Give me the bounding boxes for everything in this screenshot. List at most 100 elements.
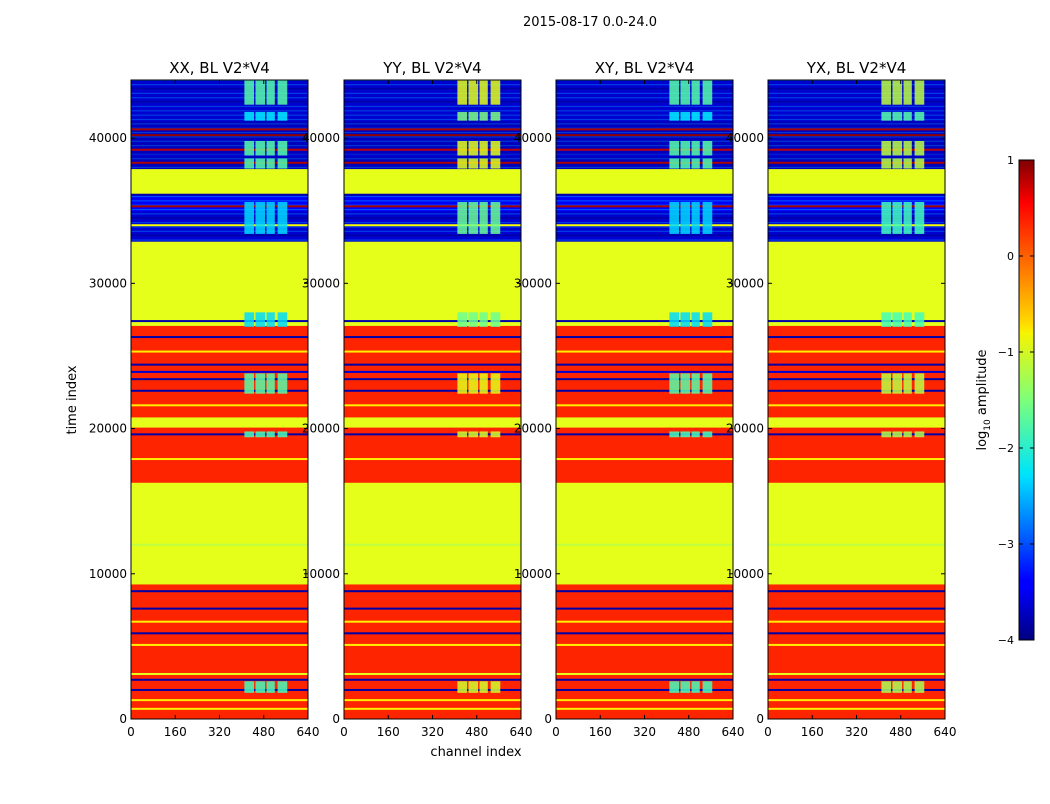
heatmap-line xyxy=(556,363,733,366)
heatmap-line xyxy=(344,224,521,227)
heatmap-speckle xyxy=(344,222,521,224)
heatmap-speckle xyxy=(556,92,733,94)
heatmap-line xyxy=(556,378,733,381)
x-axis-label: channel index xyxy=(430,745,521,760)
x-tick-label: 640 xyxy=(297,725,320,739)
heatmap-patch xyxy=(277,373,288,394)
heatmap-line xyxy=(556,632,733,635)
heatmap-line xyxy=(768,216,945,219)
heatmap-line xyxy=(344,699,521,702)
heatmap-patch xyxy=(468,373,479,394)
heatmap-line xyxy=(131,161,308,164)
heatmap-patch xyxy=(881,80,892,105)
heatmap-band xyxy=(768,583,945,719)
colorbar-tick-label: −2 xyxy=(998,442,1014,455)
heatmap-line xyxy=(768,370,945,373)
colorbar-label-log: log xyxy=(975,431,990,451)
heatmap-speckle xyxy=(131,158,308,160)
heatmap-patch xyxy=(881,681,892,693)
heatmap-line xyxy=(768,112,945,115)
heatmap-line xyxy=(556,134,733,137)
x-tick-label: 320 xyxy=(421,725,444,739)
heatmap-speckle xyxy=(556,97,733,99)
y-tick-label: 40000 xyxy=(89,131,127,145)
panels: XX, BL V2*V4 0 160 320 480 640 0 10000 20000 3000… xyxy=(89,59,957,739)
heatmap-line xyxy=(768,458,945,461)
heatmap-speckle xyxy=(768,195,945,198)
heatmap-line xyxy=(768,205,945,208)
heatmap-patch xyxy=(914,201,925,234)
heatmap-patch xyxy=(468,158,479,169)
heatmap-speckle xyxy=(556,166,733,169)
heatmap-line xyxy=(131,458,308,461)
heatmap-patch xyxy=(277,80,288,105)
heatmap-line xyxy=(556,607,733,610)
heatmap-speckle xyxy=(131,105,308,108)
heatmap-line xyxy=(768,224,945,227)
heatmap-line xyxy=(344,607,521,610)
heatmap-speckle xyxy=(768,131,945,134)
heatmap-speckle xyxy=(556,136,733,138)
heatmap-patch xyxy=(479,681,488,693)
heatmap-speckle xyxy=(768,110,945,112)
x-tick-label: 320 xyxy=(845,725,868,739)
y-tick-label: 30000 xyxy=(302,276,340,290)
heatmap-band xyxy=(344,168,521,196)
heatmap-line xyxy=(344,620,521,623)
heatmap-speckle xyxy=(344,153,521,155)
heatmap-line xyxy=(344,205,521,208)
heatmap-line xyxy=(131,205,308,208)
heatmap-patch xyxy=(914,373,925,394)
heatmap-patch xyxy=(255,158,266,169)
y-tick-label: 10000 xyxy=(514,567,552,581)
heatmap-line xyxy=(556,100,733,103)
heatmap-line xyxy=(344,112,521,115)
heatmap-line xyxy=(556,404,733,407)
heatmap-2 xyxy=(556,80,733,719)
y-tick-label: 0 xyxy=(756,712,764,726)
heatmap-speckle xyxy=(556,127,733,129)
heatmap-patch xyxy=(255,201,266,234)
heatmap-patch xyxy=(244,140,255,156)
colorbar-label-rest: amplitude xyxy=(975,349,990,419)
heatmap-speckle xyxy=(556,226,733,228)
heatmap-band xyxy=(768,416,945,428)
heatmap-line xyxy=(768,620,945,623)
heatmap-patch xyxy=(277,158,288,169)
x-tick-label: 0 xyxy=(127,725,135,739)
heatmap-speckle xyxy=(768,84,945,86)
heatmap-speckle xyxy=(131,195,308,198)
heatmap-speckle xyxy=(344,136,521,138)
heatmap-line xyxy=(131,100,308,103)
heatmap-line xyxy=(556,370,733,373)
heatmap-line xyxy=(344,234,521,237)
heatmap-line xyxy=(131,543,308,546)
heatmap-speckle xyxy=(344,114,521,116)
heatmap-speckle xyxy=(768,118,945,121)
heatmap-line xyxy=(556,234,733,237)
heatmap-patch xyxy=(903,373,912,394)
y-tick-label: 10000 xyxy=(89,567,127,581)
heatmap-band xyxy=(131,416,308,428)
heatmap-line xyxy=(768,148,945,151)
heatmap-line xyxy=(344,678,521,681)
heatmap-speckle xyxy=(556,230,733,232)
heatmap-speckle xyxy=(768,123,945,125)
heatmap-band xyxy=(131,168,308,196)
heatmap-line xyxy=(768,699,945,702)
y-tick-label: 0 xyxy=(332,712,340,726)
heatmap-line xyxy=(344,148,521,151)
heatmap-patch xyxy=(892,201,903,234)
heatmap-patch xyxy=(881,111,892,121)
heatmap-line xyxy=(131,404,308,407)
heatmap-patch xyxy=(277,312,288,327)
x-tick-label: 640 xyxy=(934,725,957,739)
heatmap-patch xyxy=(669,140,680,156)
heatmap-speckle xyxy=(768,153,945,155)
heatmap-speckle xyxy=(344,226,521,228)
heatmap-speckle xyxy=(344,166,521,169)
heatmap-speckle xyxy=(556,131,733,134)
x-tick-label: 0 xyxy=(340,725,348,739)
heatmap-speckle xyxy=(344,131,521,134)
heatmap-speckle xyxy=(556,204,733,206)
